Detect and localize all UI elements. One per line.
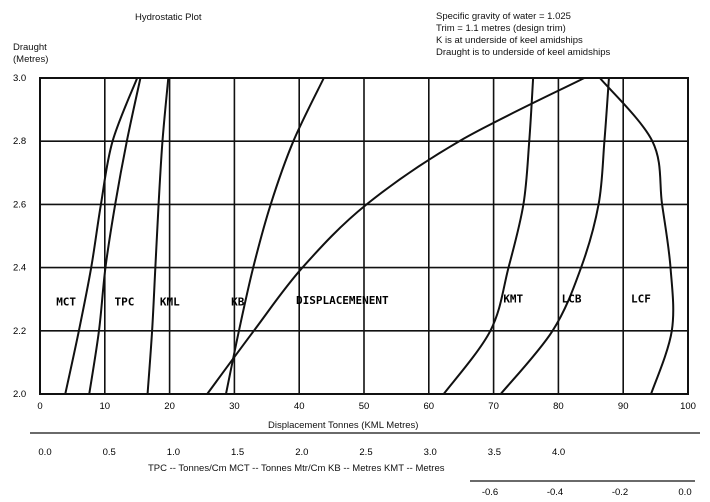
secondary-tick-label: 1.0 — [167, 447, 180, 458]
y-tick-label: 2.8 — [13, 136, 26, 147]
curve-kmt — [442, 77, 535, 395]
curve-label-lcb: LCB — [562, 292, 582, 305]
curve-kb — [224, 77, 325, 395]
x-tick-label: 0 — [37, 401, 42, 412]
note-specific-gravity: Specific gravity of water = 1.025 — [436, 11, 571, 22]
secondary-axis-caption: TPC -- Tonnes/Cm MCT -- Tonnes Mtr/Cm KB… — [148, 463, 445, 474]
x-tick-label: 50 — [359, 401, 370, 412]
tertiary-tick-label: -0.2 — [612, 487, 628, 498]
curve-label-mct: MCT — [56, 296, 76, 309]
curve-label-kb: KB — [231, 296, 245, 309]
secondary-tick-label: 2.0 — [295, 447, 308, 458]
x-tick-label: 10 — [100, 401, 111, 412]
curve-label-tpc: TPC — [115, 296, 135, 309]
curve-label-kmt: KMT — [503, 292, 523, 305]
secondary-tick-label: 4.0 — [552, 447, 565, 458]
y-axis-title-line2: (Metres) — [13, 54, 49, 65]
curve-kml — [146, 77, 170, 395]
y-tick-label: 2.4 — [13, 263, 26, 274]
y-tick-label: 2.2 — [13, 326, 26, 337]
secondary-tick-label: 1.5 — [231, 447, 244, 458]
tertiary-tick-label: -0.4 — [547, 487, 563, 498]
secondary-tick-label: 0.5 — [103, 447, 116, 458]
secondary-tick-label: 3.0 — [424, 447, 437, 458]
tertiary-tick-label: -0.6 — [482, 487, 498, 498]
secondary-tick-label: 2.5 — [359, 447, 372, 458]
x-tick-label: 30 — [229, 401, 240, 412]
curve-displacement — [206, 77, 585, 395]
y-tick-label: 2.0 — [13, 389, 26, 400]
x-tick-label: 20 — [164, 401, 175, 412]
x-tick-label: 90 — [618, 401, 629, 412]
y-tick-label: 2.6 — [13, 199, 26, 210]
chart-title: Hydrostatic Plot — [135, 12, 202, 23]
note-keel: K is at underside of keel amidships — [436, 35, 583, 46]
x-tick-label: 80 — [553, 401, 564, 412]
curve-labels: MCT TPC KML KB DISPLACEMENENT KMT LCB LCF — [56, 292, 651, 308]
curves — [64, 77, 675, 395]
curve-lcb — [499, 77, 610, 395]
x-tick-label: 70 — [488, 401, 499, 412]
x-tick-label: 100 — [680, 401, 696, 412]
secondary-axes: 0.0 0.5 1.0 1.5 2.0 2.5 3.0 3.5 4.0 -0.6 -0.4 -0.2 0… — [30, 432, 700, 498]
secondary-tick-label: 3.5 — [488, 447, 501, 458]
curve-lcf — [599, 77, 675, 395]
y-tick-label: 3.0 — [13, 73, 26, 84]
curve-label-kml: KML — [160, 296, 180, 309]
x-tick-label: 60 — [424, 401, 435, 412]
x-tick-label: 40 — [294, 401, 305, 412]
y-axis-title-line1: Draught — [13, 42, 47, 53]
note-trim: Trim = 1.1 metres (design trim) — [436, 23, 566, 34]
secondary-tick-label: 0.0 — [38, 447, 51, 458]
curve-tpc — [88, 77, 142, 395]
tertiary-tick-label: 0.0 — [678, 487, 691, 498]
curve-mct — [64, 77, 139, 395]
curve-label-lcf: LCF — [631, 292, 651, 305]
plot-frame — [39, 77, 689, 395]
chart-notes: Specific gravity of water = 1.025 Trim =… — [436, 11, 610, 59]
curve-label-displacemenent: DISPLACEMENENT — [296, 294, 389, 307]
ticks: 2.0 2.2 2.4 2.6 2.8 3.0 0 10 20 30 40 50 60 70 80 90 100 — [13, 73, 696, 412]
note-draught: Draught is to underside of keel amidship… — [436, 47, 611, 58]
x-axis-title: Displacement Tonnes (KML Metres) — [268, 420, 419, 431]
